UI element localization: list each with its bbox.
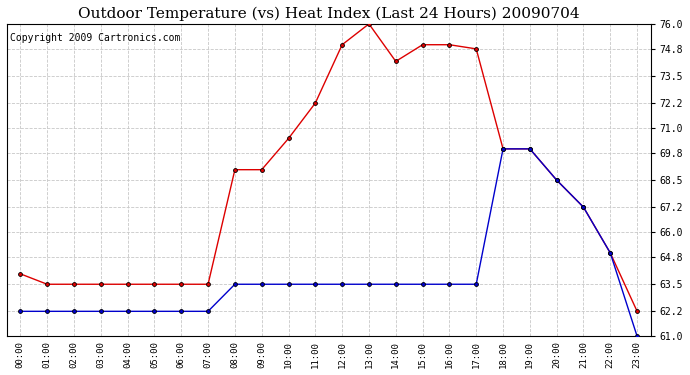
Title: Outdoor Temperature (vs) Heat Index (Last 24 Hours) 20090704: Outdoor Temperature (vs) Heat Index (Las… [78,7,580,21]
Text: Copyright 2009 Cartronics.com: Copyright 2009 Cartronics.com [10,33,181,43]
